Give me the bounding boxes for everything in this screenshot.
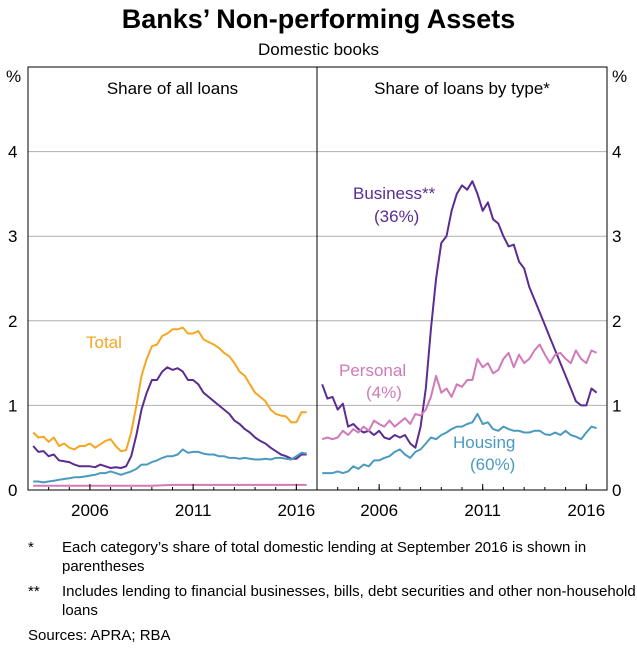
y-tick-right-2: 2 [612, 312, 621, 331]
sources: Sources: APRA; RBA [28, 627, 171, 644]
y-tick-right-0: 0 [612, 481, 621, 500]
panel-2-series-business [321, 180, 598, 449]
panel-1-x-label-2011: 2011 [175, 501, 212, 520]
panel-2-annotation-6: (60%) [470, 455, 515, 474]
panel-2-series-housing [322, 412, 597, 475]
chart-title: Banks’ Non-performing Assets [121, 4, 516, 34]
panel-1-title: Share of all loans [107, 79, 238, 98]
y-tick-left-1: 1 [8, 396, 17, 415]
y-tick-right-3: 3 [612, 227, 621, 246]
panel-1-x-label-2006: 2006 [71, 501, 109, 520]
footnote-2: ** Includes lending to financial busines… [28, 582, 637, 620]
footnote-1-text: Each category’s share of total domestic … [62, 539, 587, 575]
panel-2-x-label-2011: 2011 [464, 501, 501, 520]
panel-1-series-total [32, 326, 307, 453]
y-unit-left: % [6, 67, 21, 86]
footnote-1-mark: * [28, 539, 34, 556]
panel-1-series-line-3 [33, 448, 307, 484]
footnote-1: * Each category’s share of total domesti… [28, 538, 637, 576]
chart-area: 0 0 1 1 2 2 3 3 4 4% % Share of all loans 2006 2011 20… [6, 66, 627, 520]
y-tick-right-4: 4 [612, 143, 621, 162]
panel-2-annotation-5: Housing [453, 433, 515, 452]
panel-2-annotation-3: Personal [339, 361, 406, 380]
chart-subtitle: Domestic books [258, 40, 379, 59]
panel-2-x-label-2016: 2016 [567, 501, 605, 520]
y-tick-left-3: 3 [8, 227, 17, 246]
y-tick-left-0: 0 [8, 481, 17, 500]
panel-2-series-personal [321, 343, 598, 441]
y-tick-right-1: 1 [612, 396, 621, 415]
panel-1-x-label-2016: 2016 [277, 501, 315, 520]
y-tick-left-2: 2 [8, 312, 17, 331]
y-tick-left-4: 4 [8, 143, 17, 162]
panel-1-series-line-4 [33, 483, 307, 487]
panel-2-annotation-2: (36%) [374, 207, 419, 226]
panel-2-annotation-4: (4%) [366, 383, 402, 402]
footnote-2-text: Includes lending to financial businesses… [62, 583, 636, 619]
panel-2-title: Share of loans by type* [374, 79, 550, 98]
footnote-2-mark: ** [28, 583, 40, 600]
panel-1-annotation-1: Total [86, 333, 122, 352]
y-unit-right: % [612, 67, 627, 86]
panel-2-annotation-1: Business** [353, 184, 436, 203]
panel-2-x-label-2006: 2006 [360, 501, 398, 520]
panel-1-series-line-2 [32, 366, 307, 469]
footnotes: * Each category’s share of total domesti… [28, 538, 637, 645]
